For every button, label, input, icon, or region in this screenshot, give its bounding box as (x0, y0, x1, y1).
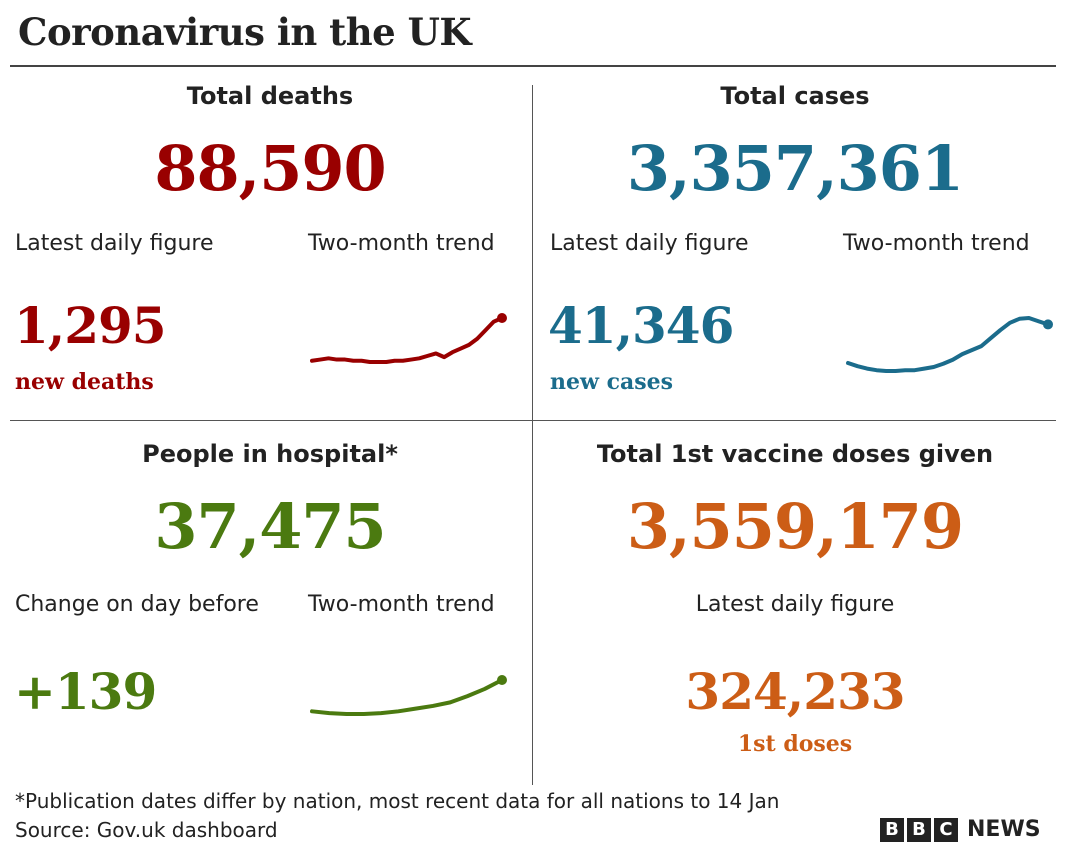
hospital-trend-label: Two-month trend (308, 592, 495, 617)
hospital-heading: People in hospital* (142, 440, 398, 468)
hospital-latest-label: Change on day before (15, 592, 259, 617)
trend-line (846, 316, 1050, 373)
deaths-trend-label: Two-month trend (308, 231, 495, 256)
logo-letter: B (907, 817, 931, 842)
trend-end-point (497, 313, 507, 323)
logo-letter: B (880, 817, 904, 842)
trend-line (310, 678, 504, 716)
deaths-latest-unit: new deaths (15, 369, 154, 395)
cases-total: 3,357,361 (626, 132, 964, 205)
deaths-latest: 1,295 (14, 296, 167, 355)
page-title: Coronavirus in the UK (18, 10, 472, 54)
vertical-divider (532, 85, 533, 785)
deaths-heading: Total deaths (186, 82, 354, 110)
cases-sparkline (846, 316, 1053, 373)
deaths-sparkline (310, 313, 507, 364)
logo-letter: C (934, 817, 958, 842)
vaccine-total: 3,559,179 (626, 490, 964, 563)
hospital-sparkline (310, 675, 507, 716)
footnote: *Publication dates differ by nation, mos… (15, 789, 780, 813)
cases-trend-label: Two-month trend (843, 231, 1030, 256)
title-divider (10, 65, 1056, 67)
vaccine-heading: Total 1st vaccine doses given (596, 440, 994, 468)
source: Source: Gov.uk dashboard (15, 818, 278, 842)
deaths-latest-label: Latest daily figure (15, 231, 214, 256)
trend-end-point (1043, 319, 1053, 330)
vaccine-latest-label: Latest daily figure (695, 592, 895, 617)
vaccine-latest-unit: 1st doses (737, 731, 853, 757)
hospital-total: 37,475 (154, 490, 386, 563)
cases-latest-unit: new cases (550, 369, 674, 395)
horizontal-divider (10, 420, 1056, 421)
deaths-total: 88,590 (154, 132, 386, 205)
vaccine-latest: 324,233 (685, 662, 905, 721)
cases-latest-label: Latest daily figure (550, 231, 749, 256)
trend-end-point (497, 675, 507, 685)
trend-line (310, 316, 504, 364)
cases-heading: Total cases (720, 82, 870, 110)
logo-word: NEWS (967, 817, 1041, 842)
cases-latest: 41,346 (548, 296, 734, 355)
bbc-news-logo: B B C NEWS (880, 817, 1041, 842)
hospital-latest: +139 (14, 662, 157, 721)
